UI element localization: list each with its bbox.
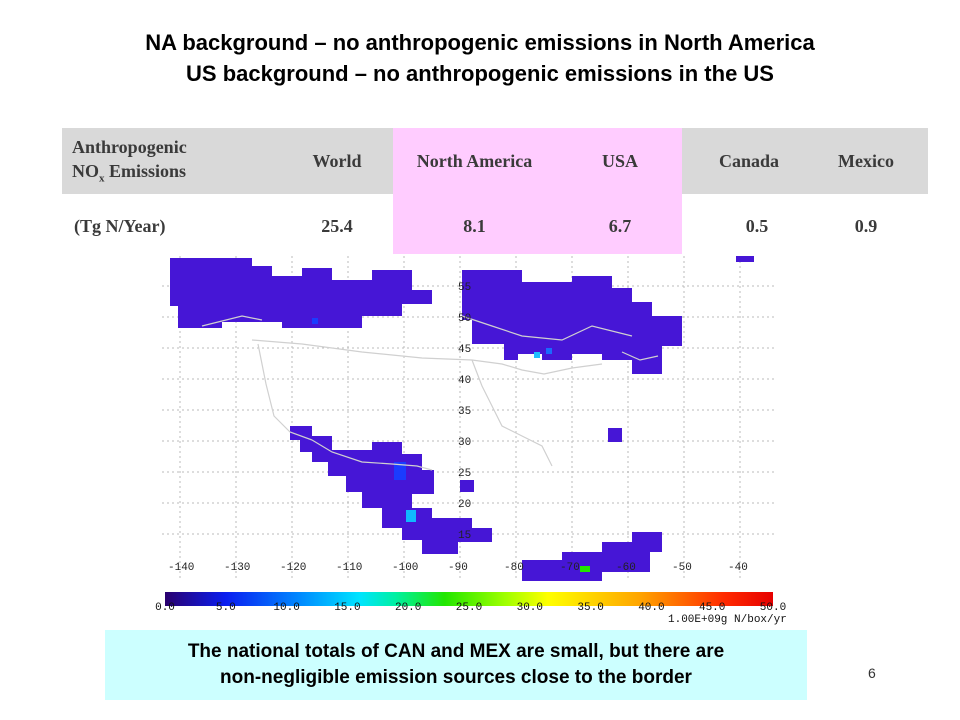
note-line-1: The national totals of CAN and MEX are s… bbox=[187, 641, 725, 663]
col-header-world: World bbox=[312, 150, 362, 171]
emissions-map: 55 50 45 40 35 30 25 20 15 -140 -130 -120 -110 -100-… bbox=[162, 256, 774, 581]
lat-label: 40 bbox=[458, 375, 471, 387]
value-mexico: 0.9 bbox=[854, 215, 878, 236]
colorbar-unit: 1.00E+09g N/box/yr bbox=[668, 614, 787, 626]
lon-label: -90 bbox=[448, 562, 468, 574]
lon-label: -120 bbox=[280, 562, 306, 574]
emissions-table: Anthropogenic NOx Emissions World North … bbox=[62, 128, 928, 254]
north-america-highlight bbox=[393, 128, 682, 254]
lat-label: 35 bbox=[458, 406, 471, 418]
colorbar bbox=[165, 592, 773, 606]
lon-label: -50 bbox=[672, 562, 692, 574]
colorbar-tick: 40.0 bbox=[638, 602, 665, 614]
lon-label: -70 bbox=[560, 562, 580, 574]
latitude-labels: 55 50 45 40 35 30 25 20 15 bbox=[458, 282, 471, 542]
row-label: (Tg N/Year) bbox=[74, 215, 166, 236]
col-header-north-america: North America bbox=[416, 150, 533, 171]
lon-label: -110 bbox=[336, 562, 362, 574]
colorbar-tick: 25.0 bbox=[455, 602, 483, 614]
header-suffix: Emissions bbox=[109, 161, 187, 182]
col-header-mexico: Mexico bbox=[838, 150, 894, 171]
lat-label: 50 bbox=[458, 313, 471, 325]
value-usa: 6.7 bbox=[608, 215, 632, 236]
lon-label: -80 bbox=[504, 562, 524, 574]
colorbar-tick: 30.0 bbox=[516, 602, 543, 614]
mexico-emissions-region bbox=[290, 426, 622, 554]
colorbar-tick: 35.0 bbox=[577, 602, 604, 614]
colorbar-tick: 10.0 bbox=[273, 602, 300, 614]
value-canada: 0.5 bbox=[745, 215, 769, 236]
title-line-1: NA background – no anthropogenic emissio… bbox=[145, 30, 815, 55]
col-header-usa: USA bbox=[601, 150, 638, 171]
colorbar-tick: 20.0 bbox=[394, 602, 422, 614]
value-north-america: 8.1 bbox=[463, 215, 486, 236]
lat-label: 25 bbox=[458, 468, 471, 480]
colorbar-tick: 5.0 bbox=[215, 602, 236, 614]
lon-label: -40 bbox=[728, 562, 748, 574]
header-no: NO bbox=[72, 161, 99, 182]
colorbar-tick: 0.0 bbox=[155, 602, 175, 614]
slide-number: 6 bbox=[868, 665, 876, 681]
latitude-gridlines bbox=[162, 285, 774, 535]
colorbar-tick: 50.0 bbox=[759, 602, 787, 614]
header-sub: x bbox=[99, 173, 105, 186]
lat-label: 15 bbox=[458, 530, 471, 542]
lat-label: 20 bbox=[458, 499, 471, 511]
colorbar-tick: 15.0 bbox=[334, 602, 361, 614]
note-line-2: non-negligible emission sources close to… bbox=[220, 667, 692, 688]
header-label: Anthropogenic NOx Emissions bbox=[72, 128, 242, 194]
caribbean-emissions-region bbox=[522, 532, 662, 581]
longitude-labels: -140 -130 -120 -110 -100 -90 -80 -70 -60 -50 -40 bbox=[168, 562, 748, 574]
colorbar-tick-labels: 0.0 5.0 10.0 15.0 20.0 25.0 30.0 35.0 40.0 45.0 50… bbox=[150, 602, 790, 618]
lat-label: 45 bbox=[458, 344, 471, 356]
note-box: The national totals of CAN and MEX are s… bbox=[105, 630, 807, 700]
colorbar-tick: 45.0 bbox=[698, 602, 726, 614]
lon-label: -140 bbox=[168, 562, 194, 574]
lon-label: -130 bbox=[224, 562, 250, 574]
col-header-canada: Canada bbox=[718, 150, 780, 171]
coastline-borders bbox=[201, 315, 659, 471]
value-world: 25.4 bbox=[321, 215, 353, 236]
title-line-2: US background – no anthropogenic emissio… bbox=[186, 61, 774, 86]
header-prefix: Anthropogenic bbox=[72, 137, 187, 158]
lon-label: -100 bbox=[392, 562, 418, 574]
lat-label: 55 bbox=[458, 282, 471, 294]
lat-label: 30 bbox=[458, 437, 471, 449]
lon-label: -60 bbox=[616, 562, 636, 574]
canada-emissions-region bbox=[170, 256, 754, 374]
